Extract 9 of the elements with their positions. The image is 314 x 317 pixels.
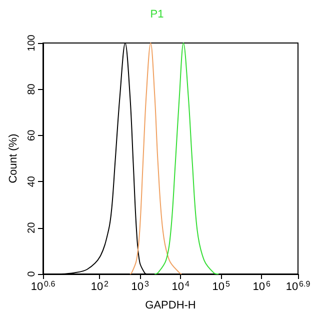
chart-title: P1 <box>150 8 164 20</box>
x-axis-title: GAPDH-H <box>145 300 196 312</box>
y-tick-label: 60 <box>26 129 38 141</box>
y-tick-label: 80 <box>26 83 38 95</box>
y-tick-label: 100 <box>26 34 38 52</box>
y-tick-label: 40 <box>26 176 38 188</box>
y-tick-label: 20 <box>26 222 38 234</box>
y-axis-title: Count (%) <box>8 134 20 184</box>
y-tick-label: 0 <box>26 270 38 277</box>
